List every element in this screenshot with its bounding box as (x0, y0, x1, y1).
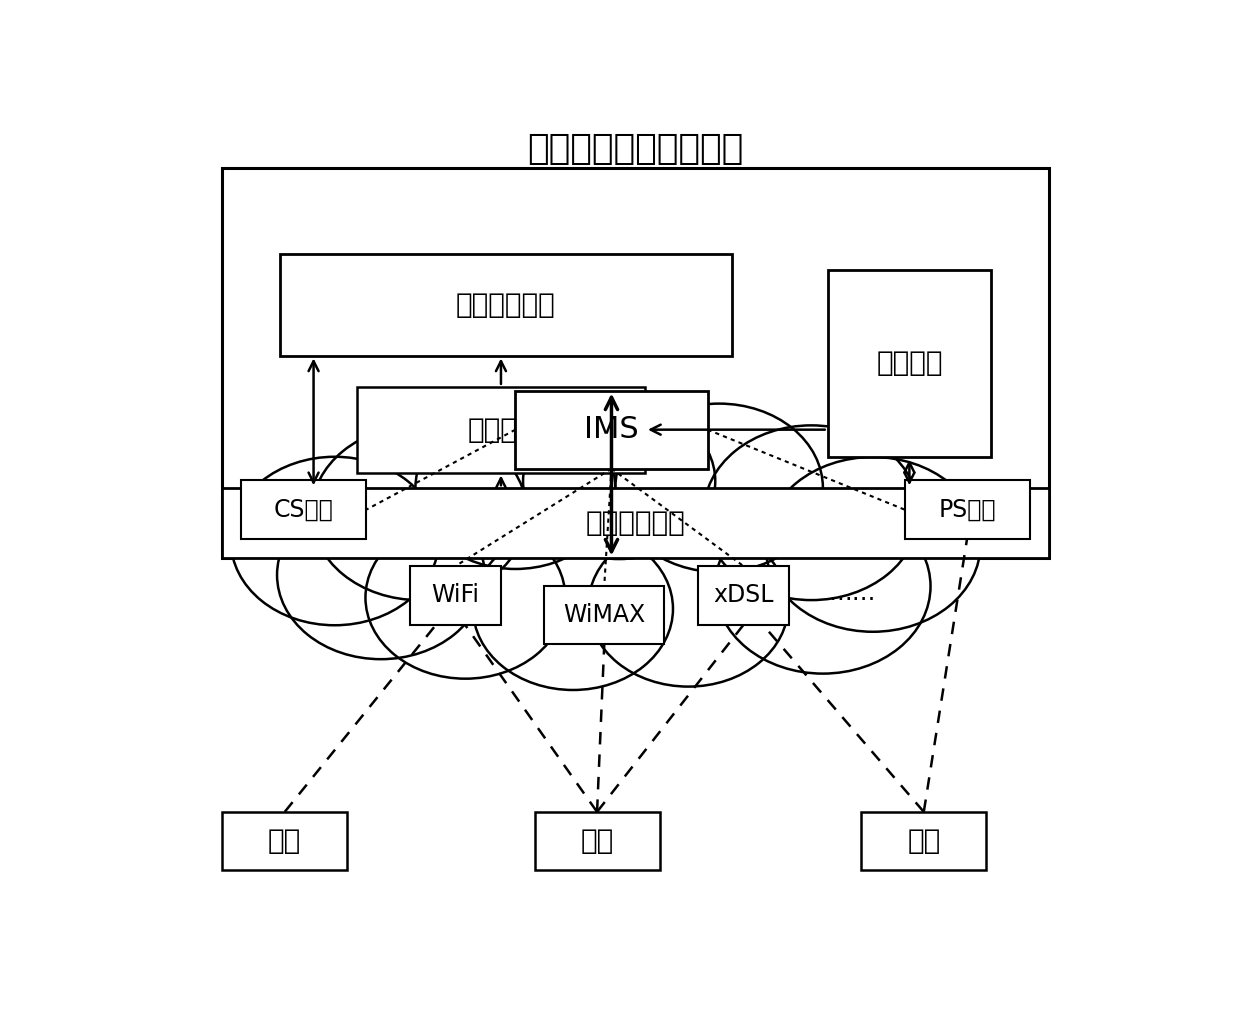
FancyBboxPatch shape (516, 391, 708, 469)
Text: PS网络: PS网络 (939, 497, 996, 522)
Circle shape (415, 407, 615, 569)
Circle shape (366, 517, 565, 679)
Text: 多媒体会话合并服务器: 多媒体会话合并服务器 (527, 132, 744, 166)
FancyBboxPatch shape (242, 480, 367, 539)
Text: 终端: 终端 (268, 828, 301, 855)
Text: CS网络: CS网络 (274, 497, 334, 522)
Circle shape (523, 403, 715, 559)
Circle shape (474, 528, 673, 690)
Circle shape (277, 490, 485, 659)
Text: 决策模块: 决策模块 (467, 415, 534, 444)
Text: 终端: 终端 (580, 828, 614, 855)
FancyBboxPatch shape (828, 269, 991, 457)
FancyBboxPatch shape (222, 811, 347, 870)
FancyBboxPatch shape (357, 387, 645, 472)
FancyBboxPatch shape (544, 586, 665, 644)
FancyBboxPatch shape (409, 566, 501, 625)
Text: 会话合并模块: 会话合并模块 (456, 291, 556, 319)
Circle shape (401, 375, 823, 718)
FancyBboxPatch shape (534, 811, 660, 870)
Circle shape (311, 425, 527, 600)
Text: ……: …… (828, 581, 875, 606)
FancyBboxPatch shape (862, 811, 986, 870)
FancyBboxPatch shape (222, 168, 1049, 558)
FancyBboxPatch shape (698, 566, 789, 625)
Text: WiFi: WiFi (432, 583, 480, 608)
Circle shape (765, 457, 981, 632)
FancyBboxPatch shape (280, 254, 732, 356)
Circle shape (715, 498, 930, 674)
Circle shape (589, 525, 789, 687)
FancyBboxPatch shape (905, 480, 1029, 539)
Circle shape (615, 403, 823, 572)
Text: 注册模块: 注册模块 (877, 349, 942, 378)
Text: xDSL: xDSL (713, 583, 774, 608)
Text: WiMAX: WiMAX (563, 603, 645, 627)
Circle shape (231, 457, 439, 625)
Circle shape (704, 425, 919, 600)
Text: 终端: 终端 (908, 828, 940, 855)
FancyBboxPatch shape (222, 488, 1049, 558)
Text: IMS: IMS (584, 415, 639, 444)
Text: 消息收发模块: 消息收发模块 (585, 510, 686, 537)
